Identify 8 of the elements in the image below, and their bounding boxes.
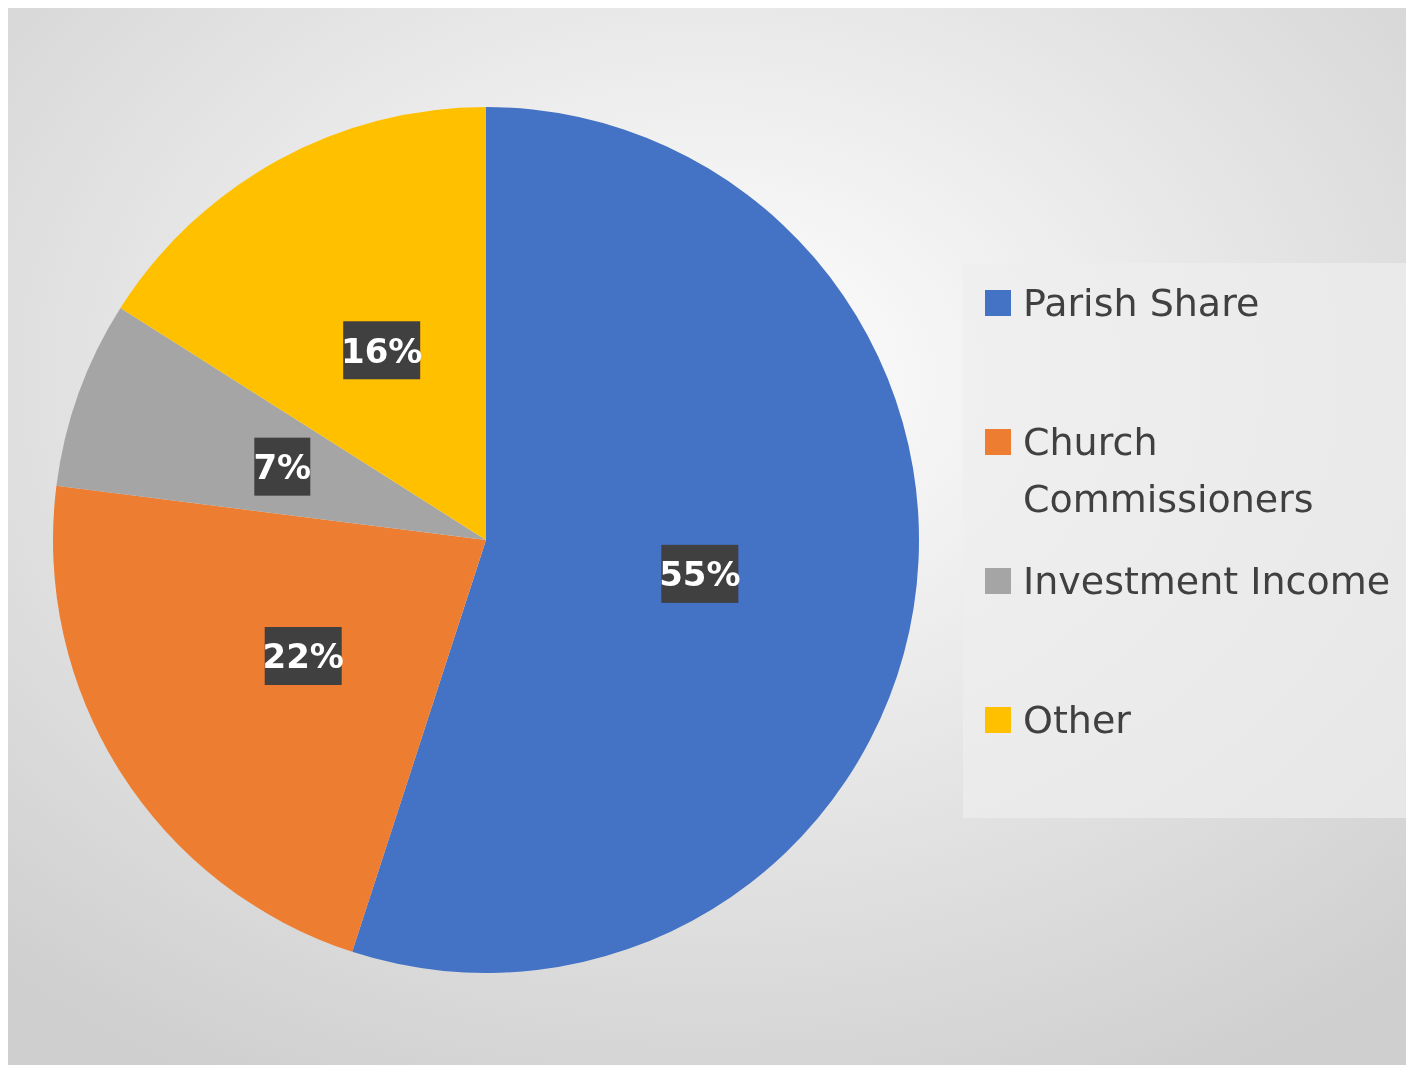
legend-label: Investment Income xyxy=(1023,559,1391,604)
data-label: 7% xyxy=(253,446,312,487)
pie-slice xyxy=(56,307,486,540)
legend-label: Other xyxy=(1023,698,1132,743)
pie-slice xyxy=(120,107,486,540)
legend-label: Church Commissioners xyxy=(1023,420,1314,522)
legend-label: Parish Share xyxy=(1023,281,1260,326)
pie-slice xyxy=(53,485,486,952)
